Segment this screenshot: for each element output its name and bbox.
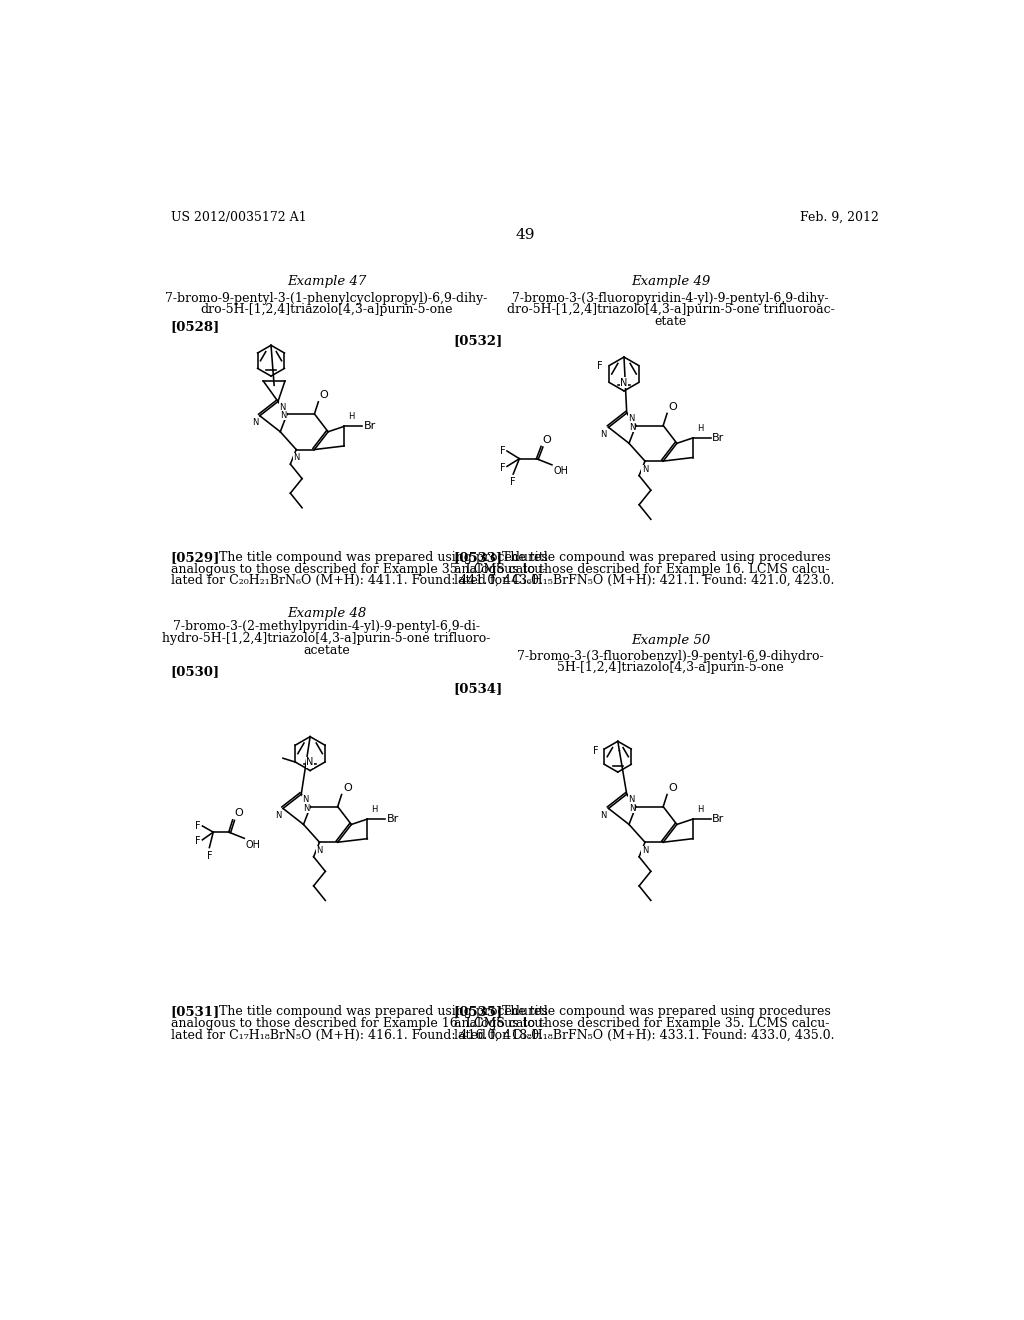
Text: F: F [500,446,506,455]
Text: O: O [669,783,677,793]
Text: F: F [196,821,201,832]
Text: H: H [696,805,703,813]
Text: H: H [696,424,703,433]
Text: F: F [196,837,201,846]
Text: dro-5H-[1,2,4]triazolo[4,3-a]purin-5-one trifluoroac-: dro-5H-[1,2,4]triazolo[4,3-a]purin-5-one… [507,304,835,317]
Text: [0531]: [0531] [171,1006,220,1019]
Text: N: N [601,810,607,820]
Text: analogous to those described for Example 16. LCMS calcu-: analogous to those described for Example… [454,562,829,576]
Text: [0529]: [0529] [171,552,220,564]
Text: F: F [207,850,212,861]
Text: O: O [234,808,243,818]
Text: O: O [319,391,329,400]
Text: hydro-5H-[1,2,4]triazolo[4,3-a]purin-5-one trifluoro-: hydro-5H-[1,2,4]triazolo[4,3-a]purin-5-o… [162,632,490,645]
Text: N: N [280,403,286,412]
Text: 7-bromo-9-pentyl-3-(1-phenylcyclopropyl)-6,9-dihy-: 7-bromo-9-pentyl-3-(1-phenylcyclopropyl)… [165,292,487,305]
Text: N: N [629,804,635,813]
Text: H: H [371,805,378,813]
Text: analogous to those described for Example 35. LCMS calcu-: analogous to those described for Example… [171,562,546,576]
Text: N: N [306,758,313,767]
Text: analogous to those described for Example 35. LCMS calcu-: analogous to those described for Example… [454,1016,828,1030]
Text: lated for C₂₀H₂₁BrN₆O (M+H): 441.1. Found: 441.0, 443.0.: lated for C₂₀H₂₁BrN₆O (M+H): 441.1. Foun… [171,574,543,587]
Text: [0528]: [0528] [171,321,220,333]
Text: 7-bromo-3-(3-fluoropyridin-4-yl)-9-pentyl-6,9-dihy-: 7-bromo-3-(3-fluoropyridin-4-yl)-9-penty… [512,292,828,305]
Text: Br: Br [387,814,399,824]
Text: N: N [642,846,648,855]
Text: lated for C₁₈H₁₈BrFN₅O (M+H): 433.1. Found: 433.0, 435.0.: lated for C₁₈H₁₈BrFN₅O (M+H): 433.1. Fou… [454,1028,834,1041]
Text: N: N [302,796,309,804]
Text: O: O [669,401,677,412]
Text: Feb. 9, 2012: Feb. 9, 2012 [800,211,879,224]
Text: etate: etate [654,314,687,327]
Text: N: N [642,465,648,474]
Text: Example 47: Example 47 [287,276,366,289]
Text: Br: Br [713,814,725,824]
Text: H: H [348,412,354,421]
Text: F: F [510,478,516,487]
Text: N: N [293,453,299,462]
Text: 5H-[1,2,4]triazolo[4,3-a]purin-5-one: 5H-[1,2,4]triazolo[4,3-a]purin-5-one [557,661,784,675]
Text: OH: OH [554,466,568,477]
Text: O: O [343,783,352,793]
Text: N: N [303,804,309,813]
Text: dro-5H-[1,2,4]triazolo[4,3-a]purin-5-one: dro-5H-[1,2,4]triazolo[4,3-a]purin-5-one [200,304,453,317]
Text: N: N [621,378,628,388]
Text: N: N [629,422,635,432]
Text: 7-bromo-3-(2-methylpyridin-4-yl)-9-pentyl-6,9-di-: 7-bromo-3-(2-methylpyridin-4-yl)-9-penty… [173,620,480,634]
Text: The title compound was prepared using procedures: The title compound was prepared using pr… [502,1006,830,1019]
Text: F: F [593,746,598,755]
Text: [0530]: [0530] [171,665,220,678]
Text: lated for C₁₇H₁₈BrN₅O (M+H): 416.1. Found: 416.0, 418.0.: lated for C₁₇H₁₈BrN₅O (M+H): 416.1. Foun… [171,1028,543,1041]
Text: US 2012/0035172 A1: US 2012/0035172 A1 [171,211,306,224]
Text: The title compound was prepared using procedures: The title compound was prepared using pr… [502,552,830,564]
Text: N: N [275,810,282,820]
Text: Example 50: Example 50 [631,635,710,647]
Text: analogous to those described for Example 16. LCMS calcu-: analogous to those described for Example… [171,1016,546,1030]
Text: lated for C₁₆H₁₅BrFN₅O (M+H): 421.1. Found: 421.0, 423.0.: lated for C₁₆H₁₅BrFN₅O (M+H): 421.1. Fou… [454,574,834,587]
Text: [0533]: [0533] [454,552,503,564]
Text: 49: 49 [515,227,535,242]
Text: [0534]: [0534] [454,682,503,696]
Text: The title compound was prepared using procedures: The title compound was prepared using pr… [219,1006,548,1019]
Text: O: O [543,434,551,445]
Text: Br: Br [713,433,725,444]
Text: OH: OH [246,840,261,850]
Text: Br: Br [364,421,376,432]
Text: F: F [500,463,506,473]
Text: [0532]: [0532] [454,334,503,347]
Text: N: N [280,411,287,420]
Text: F: F [597,360,603,371]
Text: N: N [316,846,323,855]
Text: acetate: acetate [303,644,350,656]
Text: The title compound was prepared using procedures: The title compound was prepared using pr… [219,552,548,564]
Text: Example 49: Example 49 [631,276,710,289]
Text: N: N [252,418,258,428]
Text: N: N [628,414,634,424]
Text: N: N [628,796,634,804]
Text: Example 48: Example 48 [287,607,366,619]
Text: N: N [601,429,607,438]
Text: [0535]: [0535] [454,1006,503,1019]
Text: 7-bromo-3-(3-fluorobenzyl)-9-pentyl-6,9-dihydro-: 7-bromo-3-(3-fluorobenzyl)-9-pentyl-6,9-… [517,649,824,663]
